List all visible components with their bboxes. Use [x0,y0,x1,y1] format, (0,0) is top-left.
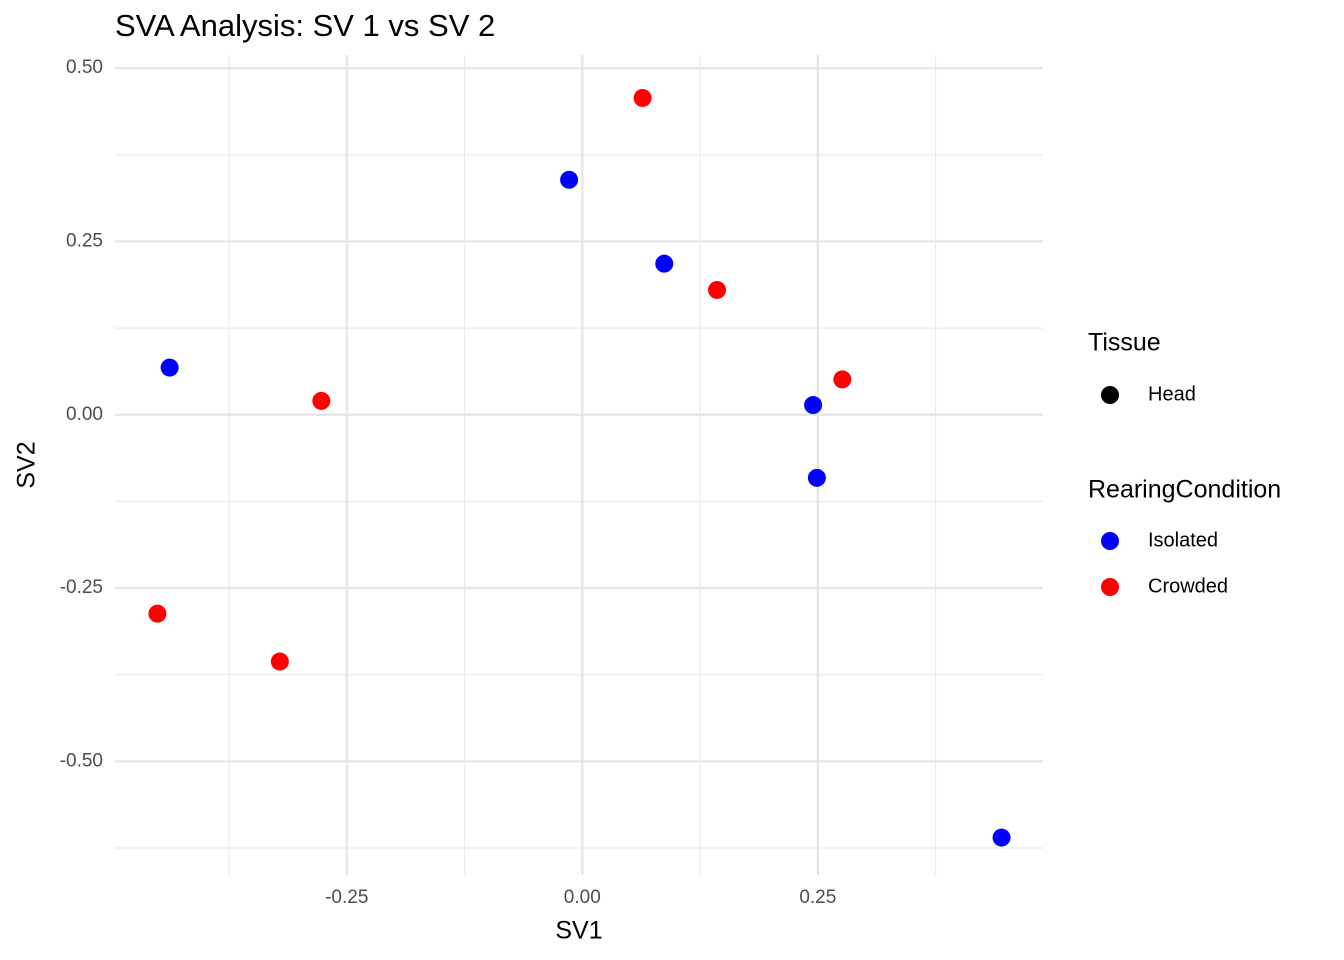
chart-title: SVA Analysis: SV 1 vs SV 2 [115,8,495,43]
x-tick-label: -0.25 [325,887,368,908]
point [655,254,674,273]
y-tick-label: -0.25 [60,577,103,598]
x-tick-label: 0.00 [564,887,601,908]
legend-title: Tissue [1088,329,1161,357]
y-tick-label: 0.50 [66,57,103,78]
point [148,604,167,623]
y-axis-title: SV2 [13,441,41,488]
point [633,88,652,107]
legend-key [1101,532,1119,550]
point [312,391,331,410]
point [708,280,727,299]
point [804,396,823,415]
legend-label: Head [1148,383,1196,405]
point [560,170,579,189]
y-tick-label: 0.00 [66,404,103,425]
point [160,358,179,377]
legend-key [1101,386,1119,404]
y-tick-label: -0.50 [60,750,103,771]
y-tick-label: 0.25 [66,230,103,251]
legend-label: Crowded [1148,575,1228,597]
x-axis-title: SV1 [555,917,602,945]
legend-key [1101,578,1119,596]
legend-title: RearingCondition [1088,476,1281,504]
point [270,652,289,671]
legend-label: Isolated [1148,529,1218,551]
point [833,370,852,389]
point [992,828,1011,847]
point [807,468,826,487]
x-tick-label: 0.25 [799,887,836,908]
